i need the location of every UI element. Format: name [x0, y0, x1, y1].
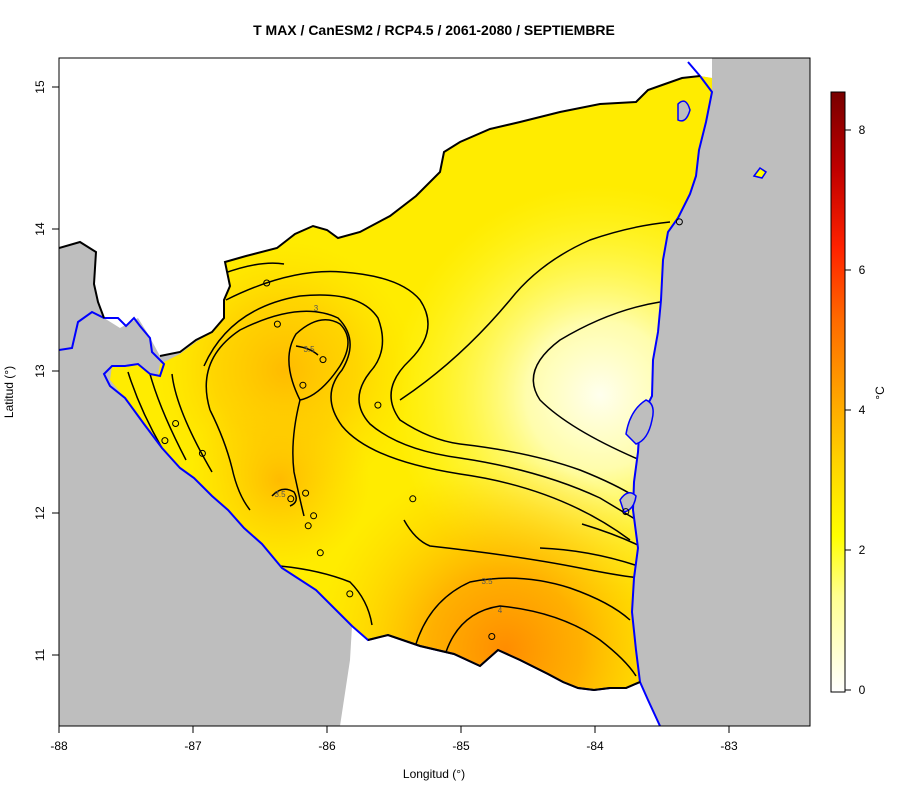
- honduras-land: [59, 58, 712, 356]
- contour-line: [288, 319, 349, 401]
- station-marker: [304, 522, 312, 530]
- station-marker: [299, 381, 307, 389]
- colorbar-tick-label: 8: [859, 123, 866, 137]
- contour-label: 4: [498, 606, 503, 615]
- station-marker: [409, 495, 417, 503]
- x-tick-label: -87: [184, 739, 202, 753]
- contour-line: [295, 345, 319, 356]
- contour-line: [581, 523, 641, 547]
- station-marker: [316, 549, 324, 557]
- contour-line: [203, 294, 641, 523]
- contour-line: [221, 262, 285, 275]
- x-tick-label: -85: [452, 739, 470, 753]
- colorbar-tick-label: 4: [859, 403, 866, 417]
- honduras-border: [59, 75, 701, 357]
- y-tick-label: 11: [33, 648, 47, 661]
- station-marker: [374, 401, 382, 409]
- station-marker: [675, 218, 683, 226]
- coastline-caribbean: [630, 61, 714, 683]
- contour-line: [209, 409, 251, 511]
- colorbar-tick-label: 0: [859, 683, 866, 697]
- contour-label: 3.5: [274, 490, 286, 499]
- lagoon: [625, 399, 654, 445]
- contour-line: [279, 565, 373, 626]
- map-title: T MAX / CanESM2 / RCP4.5 / 2061-2080 / S…: [253, 22, 615, 38]
- y-tick-label: 15: [33, 80, 47, 94]
- station-marker: [161, 437, 169, 445]
- x-axis-label: Longitud (°): [403, 767, 465, 781]
- y-tick-label: 13: [33, 364, 47, 378]
- colorbar: 0 2 4 6 8 °C: [830, 91, 887, 697]
- x-tick-label: -83: [720, 739, 738, 753]
- station-marker: [319, 356, 327, 364]
- colorbar-tick-label: 6: [859, 263, 866, 277]
- contour-line: [532, 301, 661, 461]
- island: [752, 166, 768, 179]
- colorbar-unit: °C: [873, 386, 887, 400]
- y-axis: 11 12 13 14 15 Latitud (°): [2, 80, 60, 661]
- station-marker: [263, 279, 271, 287]
- station-marker: [172, 420, 180, 427]
- contour-line: [149, 373, 187, 461]
- lagoon: [677, 100, 691, 122]
- station-marker: [273, 320, 281, 328]
- contour-label: 3: [314, 304, 319, 313]
- x-axis: -88 -87 -86 -85 -84 -83 Longitud (°): [50, 725, 738, 781]
- contour-line: [127, 371, 163, 449]
- contour-line: [403, 519, 641, 579]
- contour-line: [225, 270, 641, 501]
- contour-line: [292, 399, 305, 517]
- contour-line: [399, 221, 671, 401]
- station-marker: [287, 495, 295, 503]
- y-axis-label: Latitud (°): [2, 366, 16, 418]
- contour-label: 3.5: [481, 577, 493, 586]
- colorbar-gradient: [830, 91, 846, 693]
- station-marker: [622, 508, 630, 516]
- contour-lines: [127, 221, 671, 677]
- station-marker: [302, 489, 310, 497]
- plot-area: 3 3.5 3.5 3.5 4: [59, 58, 810, 726]
- stations-layer: [161, 218, 683, 640]
- station-marker: [488, 633, 496, 640]
- costa-rica-land: [340, 626, 660, 726]
- contour-line: [171, 373, 213, 473]
- contour-line: [539, 547, 639, 567]
- station-marker: [346, 590, 354, 598]
- lagoon: [619, 492, 637, 513]
- station-marker: [310, 512, 318, 520]
- x-tick-label: -86: [318, 739, 336, 753]
- y-tick-label: 14: [33, 222, 47, 236]
- contour-line: [445, 605, 637, 677]
- contour-label: 3.5: [303, 345, 315, 354]
- x-tick-label: -84: [586, 739, 604, 753]
- costa-rica-border: [367, 633, 641, 692]
- contour-line: [415, 577, 631, 645]
- x-tick-label: -88: [50, 739, 68, 753]
- colorbar-tick-label: 2: [859, 543, 866, 557]
- contour-line: [205, 310, 631, 541]
- station-marker: [198, 449, 206, 457]
- y-tick-label: 12: [33, 506, 47, 520]
- contour-line: [271, 488, 297, 507]
